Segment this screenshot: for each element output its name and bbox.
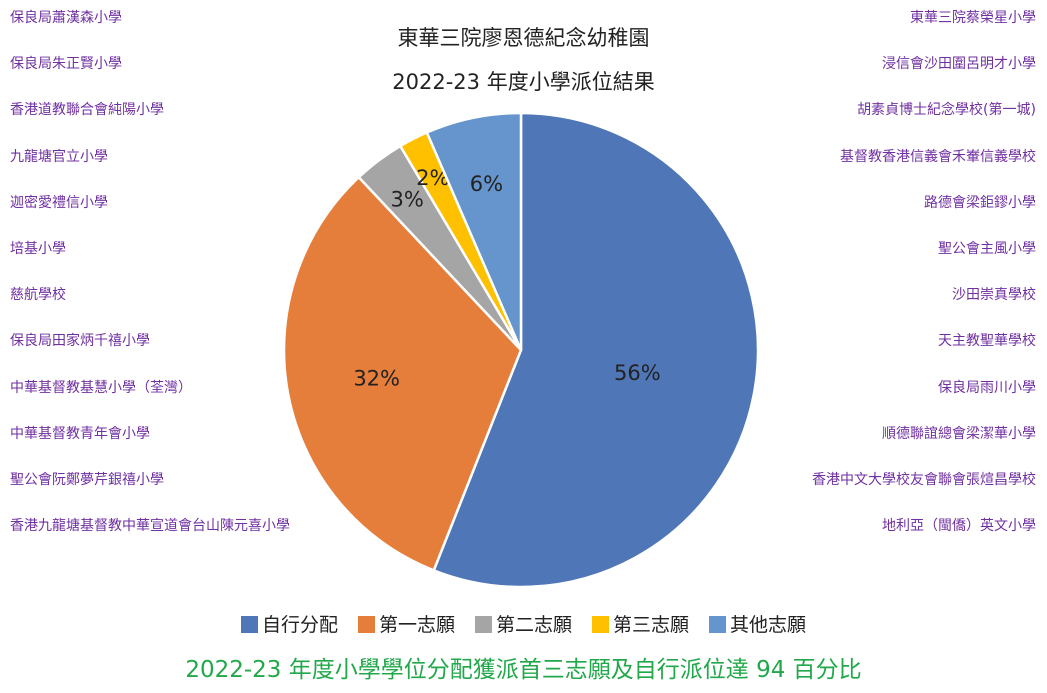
- school-name: 聖公會主風小學: [938, 240, 1036, 257]
- footer-caption: 2022-23 年度小學學位分配獲派首三志願及自行派位達 94 百分比: [185, 657, 862, 683]
- school-name: 香港中文大學校友會聯會張煊昌學校: [812, 471, 1036, 488]
- school-name: 順德聯誼總會梁潔華小學: [882, 425, 1036, 442]
- left-school-list: 保良局蕭漢森小學 保良局朱正賢小學香港道教聯合會純陽小學 九龍塘官立小學 迦密愛禮信小…: [10, 0, 290, 549]
- school-name: 東華三院蔡榮星小學: [910, 10, 1036, 26]
- school-name: 九龍塘官立小學: [10, 148, 108, 165]
- school-name: 培基小學: [10, 240, 66, 257]
- school-name: 基督教香港信義會禾輋信義學校: [840, 148, 1036, 165]
- school-name: 路德會梁鉅鏐小學: [924, 194, 1036, 211]
- legend-label: 其他志願: [730, 614, 807, 636]
- school-name: 保良局蕭漢森小學: [10, 10, 122, 26]
- chart-title-line1: 東華三院廖恩德紀念幼稚園: [397, 26, 650, 50]
- school-name: 香港道教聯合會純陽小學: [10, 102, 164, 119]
- legend-label: 第三志願: [613, 614, 690, 636]
- legend-swatch: [474, 616, 492, 633]
- pie-slice: [425, 111, 523, 351]
- chart-legend: 自行分配 第一志願 第二志願 第三志願 其他志願: [0, 610, 1047, 637]
- school-name: 迦密愛禮信小學: [10, 194, 108, 211]
- school-name: 保良局田家炳千禧小學: [10, 333, 150, 350]
- slice-label: 56%: [614, 361, 661, 385]
- legend-label: 第一志願: [378, 614, 455, 636]
- school-name: 地利亞（閩僑）英文小學: [882, 518, 1036, 535]
- school-name: 浸信會沙田圍呂明才小學: [882, 56, 1036, 73]
- legend-swatch: [709, 616, 727, 633]
- slice-label: 6%: [470, 172, 503, 196]
- chart-title-line2: 2022-23 年度小學派位結果: [392, 70, 655, 94]
- school-name: 中華基督教青年會小學: [10, 425, 150, 442]
- school-name: 聖公會阮鄭夢芹銀禧小學: [10, 471, 164, 488]
- legend-item: 第一志願: [357, 610, 455, 637]
- legend-swatch: [357, 616, 375, 633]
- legend-item: 其他志願: [709, 610, 806, 637]
- legend-item: 第三志願: [592, 610, 689, 637]
- school-name: 天主教聖華學校: [938, 333, 1036, 350]
- school-name: 保良局朱正賢小學: [10, 56, 122, 73]
- school-name: 香港九龍塘基督教中華宣道會台山陳元喜小學: [10, 518, 290, 535]
- school-name: 中華基督教基慧小學（荃灣）: [10, 379, 192, 396]
- school-name: 保良局雨川小學: [938, 379, 1036, 396]
- right-school-list: 東華三院蔡榮星小學浸信會沙田圍呂明才小學胡素貞博士紀念學校(第一城) 基督教香港信…: [812, 0, 1036, 549]
- slice-label: 3%: [390, 187, 423, 211]
- slice-label: 32%: [353, 367, 400, 391]
- legend-item: 自行分配: [240, 610, 338, 637]
- pie-slice: [432, 111, 760, 589]
- legend-item: 第二志願: [474, 610, 572, 637]
- legend-label: 自行分配: [261, 614, 338, 636]
- school-name: 沙田崇真學校: [952, 287, 1036, 304]
- pie-slice: [282, 175, 523, 572]
- legend-swatch: [240, 616, 258, 633]
- school-name: 慈航學校: [10, 287, 66, 304]
- legend-swatch: [592, 616, 609, 633]
- legend-label: 第二志願: [495, 614, 572, 636]
- school-name: 胡素貞博士紀念學校(第一城): [857, 102, 1036, 119]
